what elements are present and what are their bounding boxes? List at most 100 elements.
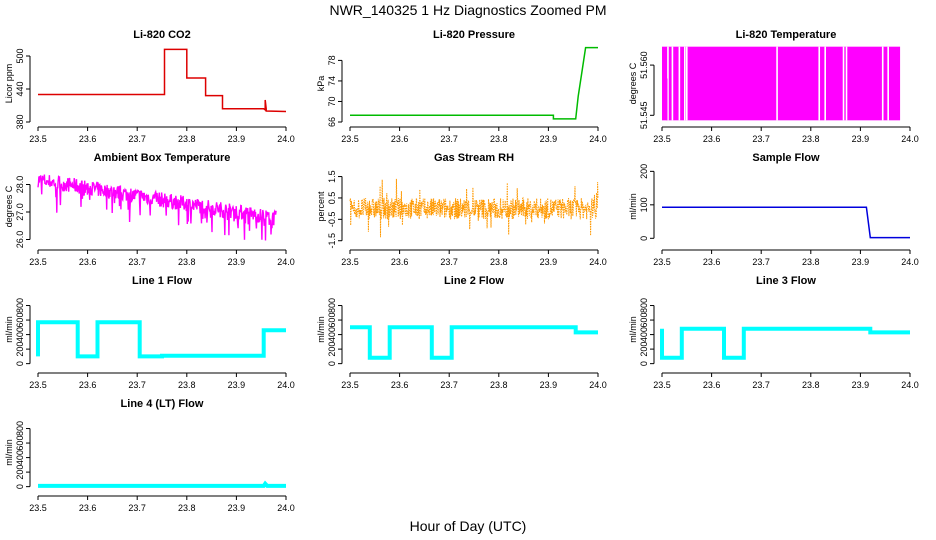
- y-axis-label: kPa: [316, 76, 326, 92]
- y-tick-label: 400: [639, 327, 649, 342]
- x-tick-label: 23.8: [178, 503, 196, 513]
- data-line: [350, 46, 598, 120]
- data-gap: [845, 46, 848, 121]
- data-gap: [818, 46, 821, 121]
- chart-panel: Li-820 Pressure kPa 23.5 23.6 23.7 23.8 23.9 24…: [316, 29, 607, 144]
- chart-title: Line 3 Flow: [756, 275, 816, 287]
- y-tick-label: 200: [15, 465, 25, 480]
- x-tick-label: 24.0: [589, 134, 607, 144]
- chart-panel: Li-820 Temperature degrees C 23.5 23.6 23.7 2…: [628, 29, 919, 144]
- data-gap: [671, 46, 674, 121]
- chart-title: Line 4 (LT) Flow: [121, 398, 204, 410]
- y-tick-label: 51.560: [639, 51, 649, 79]
- y-tick-label: 400: [15, 450, 25, 465]
- x-tick-label: 23.5: [29, 257, 47, 267]
- x-tick-label: 23.5: [341, 257, 359, 267]
- data-gap: [881, 46, 884, 121]
- data-gap: [667, 46, 669, 121]
- data-gap: [678, 46, 681, 121]
- y-tick-label: 600: [639, 313, 649, 328]
- data-gap: [842, 46, 845, 121]
- x-tick-label: 23.5: [29, 503, 47, 513]
- y-tick-label: 600: [15, 436, 25, 451]
- x-tick-label: 23.6: [391, 380, 409, 390]
- y-axis-label: ml/min: [4, 316, 14, 343]
- x-tick-label: 23.6: [79, 257, 97, 267]
- x-tick-label: 23.7: [128, 257, 146, 267]
- x-tick-label: 23.9: [228, 380, 246, 390]
- x-tick-label: 24.0: [277, 503, 295, 513]
- data-line: [662, 206, 910, 239]
- x-tick-label: 23.7: [440, 257, 458, 267]
- y-tick-label: 70: [327, 96, 337, 106]
- x-tick-label: 23.9: [228, 257, 246, 267]
- chart-panel: Line 2 Flow ml/min 23.5 23.6 23.7 23.8 23.9 24.…: [316, 275, 607, 390]
- data-gap: [684, 46, 686, 121]
- x-tick-label: 23.7: [752, 380, 770, 390]
- x-tick-label: 24.0: [901, 380, 919, 390]
- x-tick-label: 24.0: [589, 257, 607, 267]
- data-line: [660, 326, 910, 360]
- x-tick-label: 23.8: [802, 257, 820, 267]
- y-tick-label: 400: [327, 327, 337, 342]
- x-tick-label: 24.0: [901, 257, 919, 267]
- x-tick-label: 23.6: [703, 257, 721, 267]
- y-tick-label: 200: [15, 342, 25, 357]
- y-tick-label: 500: [15, 48, 25, 63]
- chart-title: Li-820 CO2: [133, 29, 190, 41]
- y-tick-label: 0.5: [327, 192, 337, 205]
- chart-panels: Li-820 CO2 Licor ppm 23.5 23.6 23.7 23.8 23.9 2…: [4, 29, 919, 513]
- chart-title: Line 1 Flow: [132, 275, 192, 287]
- x-tick-label: 23.8: [178, 380, 196, 390]
- y-tick-label: 0: [639, 361, 649, 366]
- y-tick-label: 66: [327, 117, 337, 127]
- x-tick-label: 24.0: [277, 134, 295, 144]
- chart-panel: Line 1 Flow ml/min 23.5 23.6 23.7 23.8 23.9 24.…: [4, 275, 295, 390]
- y-tick-label: 26.0: [15, 231, 25, 249]
- data-band: [662, 46, 901, 121]
- y-tick-label: 0: [639, 236, 649, 241]
- y-axis-label: ml/min: [316, 316, 326, 343]
- y-tick-label: 800: [639, 298, 649, 313]
- x-tick-label: 23.9: [228, 503, 246, 513]
- y-tick-label: 1.5: [327, 170, 337, 183]
- x-tick-label: 23.8: [802, 380, 820, 390]
- y-tick-label: 440: [15, 81, 25, 96]
- y-axis-label: degrees C: [4, 185, 14, 227]
- x-tick-label: 24.0: [901, 134, 919, 144]
- y-tick-label: 600: [15, 313, 25, 328]
- x-tick-label: 23.5: [29, 134, 47, 144]
- x-tick-label: 23.9: [540, 257, 558, 267]
- x-tick-label: 23.7: [128, 503, 146, 513]
- data-line: [37, 174, 277, 241]
- y-tick-label: 78: [327, 55, 337, 65]
- x-tick-label: 23.9: [852, 257, 870, 267]
- chart-title: Gas Stream RH: [434, 152, 514, 164]
- x-tick-label: 23.7: [752, 257, 770, 267]
- chart-panel: Sample Flow ml/min 23.5 23.6 23.7 23.8 23.9 24.…: [628, 152, 919, 267]
- y-tick-label: 380: [15, 114, 25, 129]
- x-tick-label: 23.9: [228, 134, 246, 144]
- x-tick-label: 24.0: [589, 380, 607, 390]
- x-tick-label: 23.5: [341, 380, 359, 390]
- x-tick-label: 23.7: [440, 134, 458, 144]
- y-tick-label: 0: [327, 361, 337, 366]
- chart-panel: Line 3 Flow ml/min 23.5 23.6 23.7 23.8 23.9 24.…: [628, 275, 919, 390]
- y-tick-label: -0.5: [327, 212, 337, 228]
- x-tick-label: 23.8: [490, 257, 508, 267]
- x-tick-label: 23.9: [540, 134, 558, 144]
- x-tick-label: 23.5: [653, 380, 671, 390]
- x-tick-label: 23.5: [341, 134, 359, 144]
- x-tick-label: 24.0: [277, 380, 295, 390]
- data-gap: [686, 46, 688, 121]
- x-tick-label: 23.6: [79, 503, 97, 513]
- y-tick-label: 51.545: [639, 102, 649, 130]
- chart-panel: Ambient Box Temperature degrees C 23.5 23.6…: [4, 152, 295, 267]
- x-tick-label: 23.6: [391, 257, 409, 267]
- y-axis-label: degrees C: [628, 62, 638, 104]
- chart-title: Line 2 Flow: [444, 275, 504, 287]
- y-axis-label: ml/min: [628, 193, 638, 220]
- y-tick-label: 0: [15, 484, 25, 489]
- y-tick-label: 800: [327, 298, 337, 313]
